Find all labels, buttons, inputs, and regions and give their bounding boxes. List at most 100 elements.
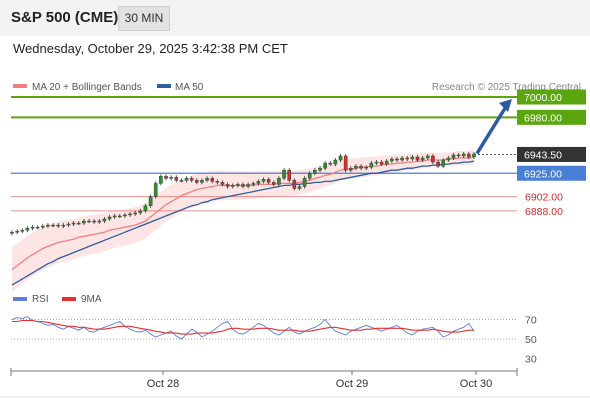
candle-body [143, 205, 148, 212]
candle-body [282, 169, 286, 179]
candle-body [349, 167, 353, 171]
ma50-line [11, 160, 475, 286]
candle-body [313, 169, 317, 174]
level-tag-1 [517, 109, 586, 125]
price-panel: 7000.00 6980.00 6925.00 6902.00 6888.00 6943.… [10, 89, 586, 293]
candle-body [338, 155, 343, 161]
candle-body [184, 178, 189, 181]
candle-body [30, 226, 35, 229]
candle-body [51, 224, 55, 227]
candle-body [148, 196, 153, 206]
candle-body [220, 182, 225, 185]
level-tag-2 [517, 165, 586, 181]
candle-body [277, 178, 281, 185]
candle-body [415, 156, 420, 161]
candle-body [297, 186, 302, 189]
candle-body [456, 154, 461, 157]
candle-body [107, 216, 112, 220]
x-axis: Oct 28 Oct 29 Oct 30 [0, 368, 590, 398]
candle-body [102, 218, 107, 222]
candle-body [225, 184, 230, 187]
candle-body [323, 162, 327, 169]
candle-body [138, 210, 143, 214]
candle-body [307, 173, 312, 179]
rsi-legend-swatch [13, 297, 27, 301]
candle-body [76, 222, 81, 225]
timeframe-button[interactable]: 30 MIN [118, 6, 170, 31]
candle-body [426, 155, 430, 159]
candle-body [472, 153, 476, 158]
candle-body [461, 153, 466, 157]
candle-body [112, 215, 117, 218]
candle-body [436, 161, 440, 167]
candle-body [379, 161, 384, 165]
level-tag-0 [517, 89, 586, 105]
candle-body [128, 213, 132, 216]
candle-body [46, 224, 50, 227]
candle-body [194, 180, 199, 183]
candle-body [174, 177, 179, 181]
x-tick-label-2: Oct 30 [460, 378, 492, 390]
candle-body [390, 158, 394, 162]
candle-body [287, 169, 292, 181]
legend: MA 20 + Bollinger Bands MA 50 Research ©… [13, 82, 581, 93]
candle-body [215, 181, 220, 183]
candle-body [35, 226, 40, 229]
candle-body [266, 179, 271, 183]
candle-body [133, 212, 138, 215]
candle-body [241, 184, 245, 187]
rsi-series-9ma [12, 319, 474, 335]
candle-body [441, 159, 446, 167]
legend-ma50-label: MA 50 [175, 82, 204, 93]
candle-body [256, 181, 261, 184]
candle-body [400, 157, 404, 161]
bollinger-band [12, 149, 474, 293]
candle-body [66, 223, 71, 226]
candle-body [153, 183, 158, 197]
candle-body [169, 177, 173, 179]
candle-body [405, 157, 410, 160]
rsi-tick-label-0: 70 [525, 315, 537, 327]
last-price-tag [517, 146, 586, 162]
attribution: Research © 2025 Trading Central [432, 82, 581, 93]
candle-body [446, 157, 451, 161]
candle-body [25, 227, 30, 231]
level-label-2: 6925.00 [524, 168, 562, 180]
chart-datetime: Wednesday, October 29, 2025 3:42:38 PM C… [13, 41, 288, 56]
candle-body [164, 176, 168, 179]
candle-body [210, 178, 215, 182]
candle-body [41, 225, 45, 228]
candle-body [117, 215, 122, 218]
candle-body [395, 158, 399, 161]
candle-body [230, 185, 235, 187]
rsi-tick-label-2: 30 [525, 353, 537, 365]
candle-body [261, 179, 266, 182]
forecast-arrow-shaft [475, 104, 509, 155]
legend-ma20-label: MA 20 + Bollinger Bands [32, 82, 142, 93]
candle-body [369, 162, 374, 168]
level-label-4: 6888.00 [525, 206, 563, 218]
candle-body [71, 222, 76, 225]
header-bar: S&P 500 (CME) 30 MIN [0, 0, 590, 36]
candle-body [410, 156, 415, 160]
candle-body [354, 165, 358, 169]
rsi-tick-label-1: 50 [525, 334, 537, 346]
candle-body [200, 180, 204, 183]
last-price-label: 6943.50 [524, 149, 562, 161]
candle-body [236, 184, 240, 186]
candle-body [451, 154, 456, 159]
candle-body [159, 176, 163, 184]
candle-body [205, 178, 209, 181]
candle-body [123, 214, 127, 217]
candle-body [318, 167, 322, 171]
candle-body [179, 180, 184, 182]
legend-ma20-swatch [13, 84, 27, 88]
candle-body [97, 220, 102, 223]
ma9-legend-swatch [62, 297, 76, 301]
candle-body [20, 229, 25, 232]
forecast-arrow-head [499, 99, 512, 112]
instrument-title: S&P 500 (CME) [11, 9, 119, 26]
candle-body [87, 220, 91, 223]
rsi-panel: 70 50 30 [11, 315, 537, 365]
